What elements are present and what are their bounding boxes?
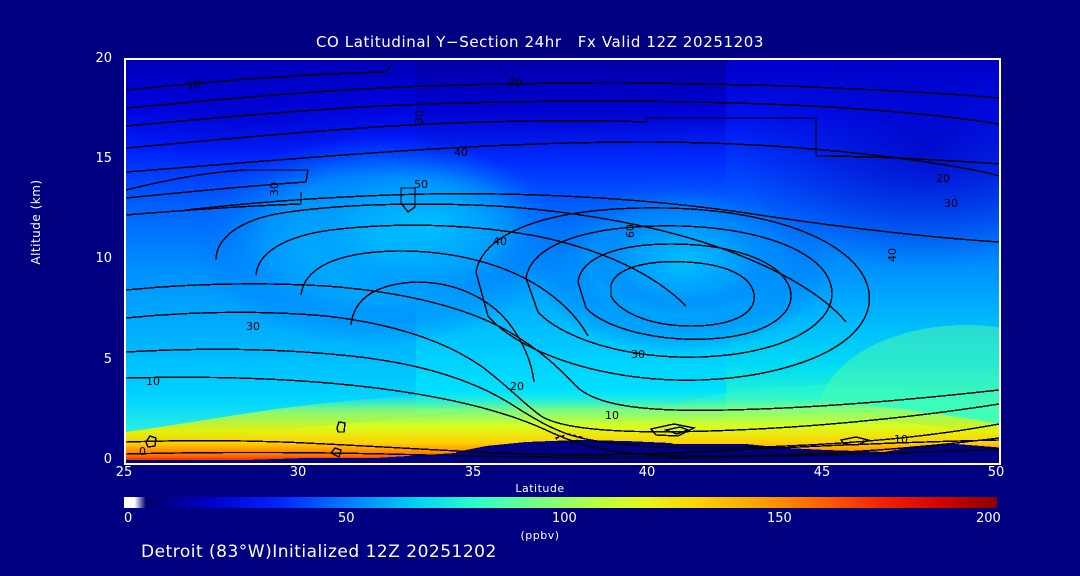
svg-text:0: 0 [139,445,146,458]
colorbar-unit-label: (ppbv) [520,529,560,542]
x-tick-25: 25 [115,465,133,480]
svg-text:50: 50 [414,178,428,191]
svg-text:20: 20 [936,172,950,185]
x-tick-40: 40 [638,465,656,480]
colorbar-tick-50: 50 [338,511,355,526]
plot-canvas: 10 20 30 40 50 20 30 60 40 40 30 30 10 0… [126,60,999,463]
svg-text:30: 30 [246,320,260,333]
svg-text:30: 30 [413,110,426,124]
x-tick-35: 35 [464,465,482,480]
y-tick-0: 0 [103,452,112,467]
svg-text:30: 30 [631,348,645,361]
svg-text:10: 10 [146,375,160,388]
page-title: CO Latitudinal Y−Section 24hr Fx Valid 1… [315,33,765,51]
svg-text:20: 20 [510,380,524,393]
svg-text:10: 10 [605,409,619,422]
colorbar [124,497,997,508]
x-axis-label: Latitude [515,482,565,495]
cross-section-plot: 10 20 30 40 50 20 30 60 40 40 30 30 10 0… [124,58,1001,465]
x-tick-45: 45 [813,465,831,480]
svg-text:10: 10 [186,77,203,93]
svg-text:40: 40 [886,248,899,262]
svg-text:30: 30 [268,182,281,196]
svg-text:30: 30 [944,197,958,210]
y-axis-label: Altitude (km) [29,179,43,265]
y-tick-5: 5 [103,352,112,367]
y-tick-10: 10 [95,251,112,266]
colorbar-tick-200: 200 [976,511,1001,526]
svg-text:60: 60 [624,224,637,238]
y-tick-20: 20 [95,51,112,66]
svg-text:40: 40 [493,235,507,248]
svg-text:40: 40 [454,146,468,159]
svg-text:10: 10 [894,433,908,446]
colorbar-tick-150: 150 [767,511,792,526]
colorbar-tick-100: 100 [552,511,577,526]
x-tick-30: 30 [289,465,307,480]
svg-text:20: 20 [508,76,522,89]
colorbar-tick-0: 0 [124,511,133,526]
footer-caption: Detroit (83°W)Initialized 12Z 20251202 [141,542,497,562]
x-tick-50: 50 [987,465,1005,480]
y-tick-15: 15 [95,151,112,166]
